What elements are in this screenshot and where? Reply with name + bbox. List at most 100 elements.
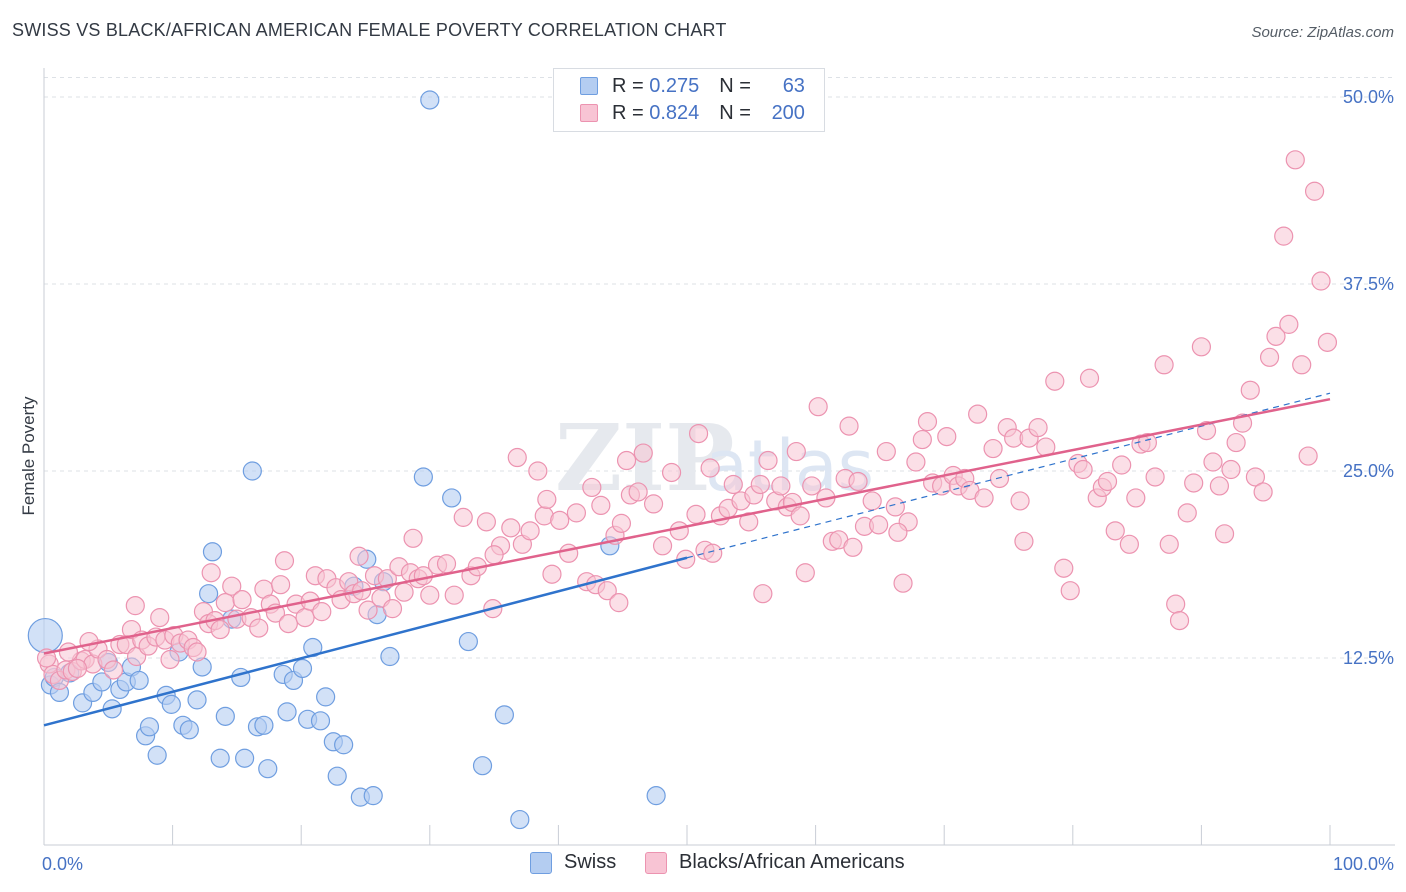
black-point — [582, 477, 602, 498]
black-point — [1226, 432, 1246, 453]
correlation-legend: R = 0.275 N = 63 R = 0.824 N = 200 — [553, 68, 825, 132]
swiss-point — [413, 467, 433, 487]
black-point — [453, 507, 473, 527]
legend-label-black: Blacks/African Americans — [679, 851, 905, 873]
swiss-point — [254, 715, 274, 735]
black-swatch — [580, 104, 598, 122]
black-point — [67, 658, 88, 679]
swiss-point — [92, 672, 112, 692]
black-point — [983, 438, 1003, 459]
black-point — [597, 581, 617, 601]
swiss-point — [147, 745, 167, 765]
black-point — [611, 513, 632, 533]
black-point — [1240, 380, 1260, 400]
black-point — [723, 474, 743, 495]
y-tick-label: 50.0% — [1343, 87, 1394, 107]
black-point — [1169, 610, 1190, 631]
black-point — [893, 573, 913, 593]
black-point — [232, 590, 252, 610]
black-point — [249, 618, 269, 638]
black-point — [222, 576, 242, 596]
black-point — [528, 461, 548, 481]
black-point — [643, 494, 664, 514]
swiss-point — [202, 542, 223, 562]
black-point — [669, 521, 689, 541]
black-point — [1166, 594, 1186, 614]
black-point — [274, 551, 295, 571]
swiss-point — [472, 756, 493, 776]
swiss-point — [646, 786, 666, 806]
black-point — [125, 596, 145, 616]
black-point — [1105, 521, 1125, 541]
black-point — [843, 537, 863, 557]
black-point — [628, 482, 648, 502]
black-point — [885, 497, 905, 517]
black-point — [869, 515, 889, 535]
swiss-point — [187, 690, 207, 710]
swiss-point — [380, 646, 400, 667]
swiss-point — [215, 706, 235, 726]
black-point — [652, 536, 673, 556]
swiss-point — [242, 461, 262, 481]
black-point — [1311, 271, 1331, 291]
legend-row-black: R = 0.824 N = 200 — [580, 100, 805, 126]
legend-n-label: N = — [719, 74, 751, 97]
black-point — [278, 613, 298, 634]
black-point — [1285, 150, 1305, 170]
black-point — [484, 545, 504, 565]
black-point — [786, 441, 806, 462]
swiss-point — [139, 717, 160, 737]
source-label: Source: ZipAtlas.com — [1251, 24, 1394, 41]
black-point — [1266, 326, 1286, 346]
black-point — [103, 660, 124, 680]
black-point — [917, 412, 938, 432]
grid-lines — [44, 77, 1395, 659]
black-point — [1221, 459, 1241, 480]
black-point — [36, 648, 57, 668]
black-point — [1317, 332, 1338, 352]
legend-row-swiss: R = 0.275 N = 63 — [580, 73, 805, 99]
black-point — [758, 450, 778, 471]
black-point — [1126, 488, 1146, 508]
black-point — [1292, 355, 1312, 375]
black-point — [1214, 524, 1235, 544]
black-point — [1119, 534, 1139, 554]
legend-r-label: R = — [612, 74, 644, 97]
black-point — [974, 488, 994, 508]
legend-item-black[interactable]: Blacks/African Americans — [645, 851, 905, 874]
chart-title: SWISS VS BLACK/AFRICAN AMERICAN FEMALE P… — [12, 20, 727, 40]
swiss-point — [199, 584, 219, 604]
black-point — [1060, 581, 1080, 601]
black-point — [1054, 558, 1074, 578]
axes — [43, 68, 1395, 846]
black-point — [271, 575, 291, 595]
black-point — [937, 426, 957, 447]
black-point — [436, 554, 457, 574]
black-point — [187, 642, 207, 662]
legend-n-value-black: 200 — [771, 101, 805, 124]
black-point — [58, 642, 79, 662]
swiss-point — [363, 786, 383, 806]
black-point — [520, 521, 540, 541]
black-point — [79, 631, 99, 652]
black-point — [201, 563, 221, 583]
black-point — [862, 491, 882, 511]
swiss-point — [316, 687, 336, 707]
swiss-swatch — [580, 77, 598, 95]
black-point — [1298, 446, 1318, 466]
black-point — [210, 619, 230, 640]
black-point — [1184, 473, 1204, 493]
legend-n-value-swiss: 63 — [782, 74, 805, 97]
swiss-point — [129, 670, 149, 691]
legend-item-swiss[interactable]: Swiss — [530, 851, 616, 874]
black-point — [888, 522, 908, 542]
black-point — [1014, 531, 1034, 551]
swiss-point — [458, 631, 478, 652]
black-point — [703, 543, 723, 563]
black-point — [382, 599, 403, 619]
black-point — [349, 546, 369, 566]
legend-label-swiss: Swiss — [564, 851, 617, 873]
black-point — [661, 462, 682, 483]
black-point — [1253, 482, 1273, 502]
black-point — [150, 608, 170, 628]
